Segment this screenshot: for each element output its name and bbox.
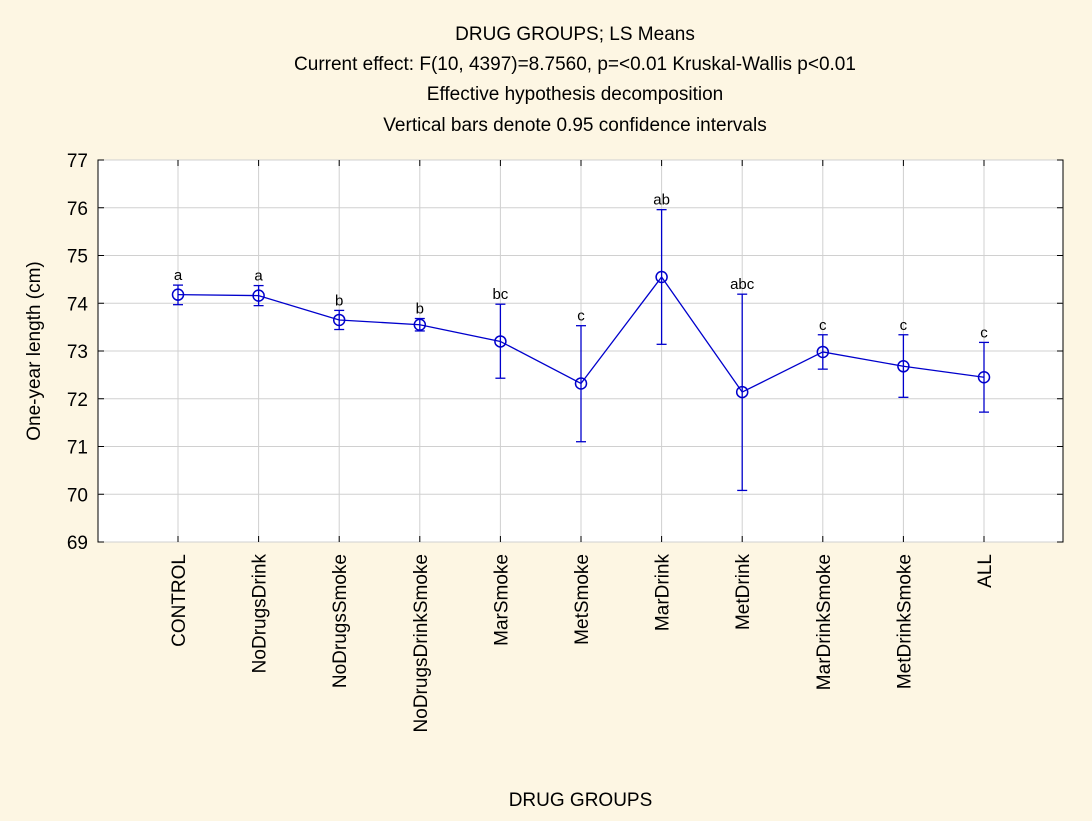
y-tick-label: 77 [67,151,88,172]
group-letter-label: ab [653,192,670,209]
x-tick-label: MarDrinkSmoke [814,554,835,690]
mean-marker [897,360,910,373]
group-letter-label: c [980,324,988,341]
y-axis-ticks: 69 70 71 72 73 74 75 76 77 [67,151,1063,554]
x-tick-label: MetSmoke [572,554,593,645]
y-tick-label: 69 [67,533,88,554]
mean-marker [977,371,991,384]
chart-title-line-3: Effective hypothesis decomposition [427,84,723,105]
x-tick-label: MetDrink [733,554,754,631]
chart-title-group: DRUG GROUPS; LS Means Current effect: F(… [294,24,856,136]
mean-marker [735,385,749,399]
chart-title-line-4: Vertical bars denote 0.95 confidence int… [383,115,766,136]
y-tick-label: 71 [67,438,88,459]
group-letter-label: bc [492,286,508,303]
group-letter-label: b [416,301,424,318]
mean-marker [171,288,185,301]
mean-marker [574,377,588,390]
group-letter-label: c [577,308,585,325]
group-letter-label: a [254,268,263,285]
y-tick-label: 72 [67,390,88,411]
x-axis-ticks: CONTROL NoDrugsDrink NoDrugsSmoke NoDrugsDr… [169,160,996,732]
group-letter-label: c [819,317,827,334]
x-tick-label: CONTROL [169,554,190,647]
mean-marker [252,289,265,302]
group-letter-label: c [900,317,908,334]
y-tick-label: 75 [67,247,88,268]
group-letter-label: a [174,267,183,284]
x-tick-label: MetDrinkSmoke [894,554,915,689]
y-axis-title: One-year length (cm) [24,261,45,441]
mean-marker [655,270,668,284]
group-letter-label: abc [730,276,755,293]
chart-title-line-1: DRUG GROUPS; LS Means [455,24,695,45]
x-axis-title: DRUG GROUPS [509,790,653,811]
x-tick-label: ALL [975,554,996,588]
x-tick-label: NoDrugsDrink [250,554,271,674]
group-letter-label: b [335,292,343,309]
y-tick-label: 73 [67,342,88,363]
y-tick-label: 74 [67,294,89,315]
y-tick-label: 70 [67,485,88,506]
mean-marker [494,335,507,348]
y-tick-label: 76 [67,199,88,220]
mean-marker [332,313,346,327]
mean-marker [816,345,830,359]
x-tick-label: MarSmoke [491,554,512,646]
chart-title-line-2: Current effect: F(10, 4397)=8.7560, p=<0… [294,54,856,75]
x-tick-label: NoDrugsSmoke [330,554,351,688]
x-tick-label: MarDrink [653,554,674,632]
x-tick-label: NoDrugsDrinkSmoke [411,554,432,732]
mean-marker [413,318,427,331]
